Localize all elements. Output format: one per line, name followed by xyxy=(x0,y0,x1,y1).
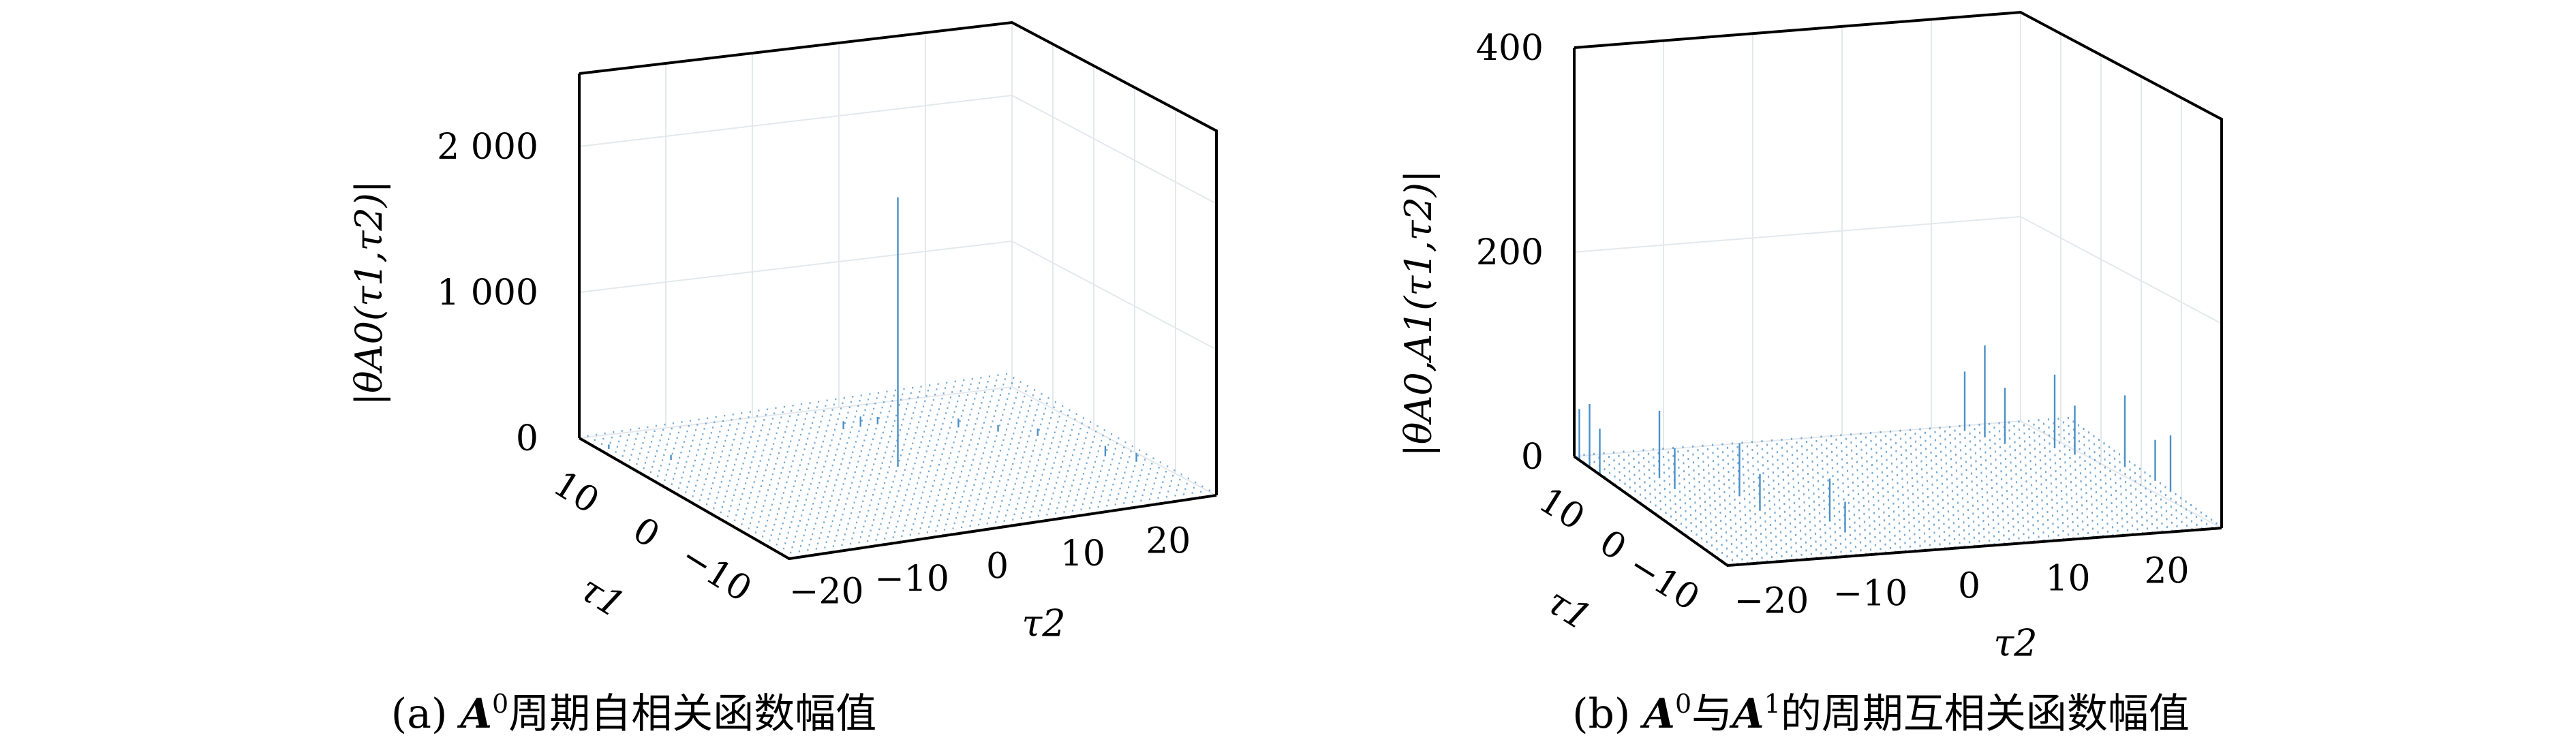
y-tick-label: 10 xyxy=(546,463,606,522)
y-tick-label: −10 xyxy=(673,536,758,610)
caption-b: (b) A0与A1的周期互相关函数幅值 xyxy=(1572,689,2190,738)
z-axis-label: |θA0,A1(τ1,τ2)| xyxy=(1397,170,1440,457)
x-tick-label: 0 xyxy=(986,546,1009,587)
y-tick-label: 0 xyxy=(626,510,666,556)
x-tick-label: −10 xyxy=(874,559,949,600)
y-tick-label: 10 xyxy=(1532,480,1592,538)
z-axis-label: |θA0(τ1,τ2)| xyxy=(348,181,390,405)
z-tick-label: 2 000 xyxy=(437,127,538,168)
y-tick-label: −10 xyxy=(1621,544,1706,619)
x-tick-label: −10 xyxy=(1833,574,1908,615)
z-gridline xyxy=(1574,11,2222,120)
x-tick-label: 20 xyxy=(2144,551,2189,592)
x-tick-label: 20 xyxy=(1146,521,1191,561)
x-tick-label: 10 xyxy=(2045,559,2090,600)
x-tick-label: 10 xyxy=(1060,533,1105,574)
z-gridline xyxy=(579,94,1217,204)
box-floor-edge xyxy=(1573,455,2222,568)
x-tick-label: −20 xyxy=(1734,581,1809,622)
z-tick-label: 200 xyxy=(1476,232,1544,273)
z-tick-label: 0 xyxy=(1521,437,1544,478)
box-top-edge xyxy=(579,20,1218,495)
x-axis-label: τ2 xyxy=(1022,602,1065,645)
x-tick-label: −20 xyxy=(789,572,864,613)
x-tick-label: 0 xyxy=(1958,566,1980,607)
floor-dots xyxy=(1573,417,2223,565)
y-axis-label: τ1 xyxy=(572,567,632,626)
z-gridline xyxy=(1574,215,2222,324)
box-top-edge xyxy=(1574,10,2223,528)
y-tick-label: 0 xyxy=(1593,522,1634,568)
y-axis-label: τ1 xyxy=(1539,580,1599,639)
z-tick-label: 0 xyxy=(516,418,538,459)
caption-a: (a) A0周期自相关函数幅值 xyxy=(391,689,876,738)
z-tick-label: 400 xyxy=(1476,28,1544,69)
x-axis-label: τ2 xyxy=(1993,622,2037,665)
box-floor-edge xyxy=(579,437,1217,561)
floor-dots xyxy=(578,373,1218,559)
z-tick-label: 1 000 xyxy=(437,273,538,313)
